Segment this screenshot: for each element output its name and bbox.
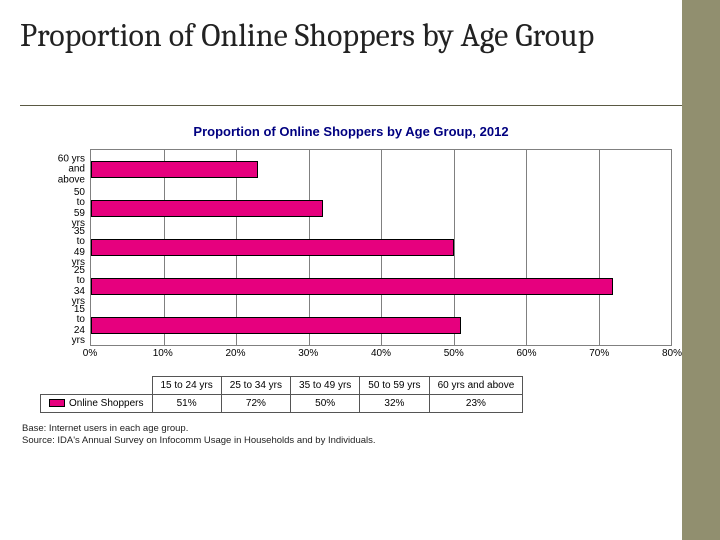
- legend-series-text: Online Shoppers: [69, 398, 144, 409]
- legend-table: 15 to 24 yrs 25 to 34 yrs 35 to 49 yrs 5…: [40, 376, 523, 413]
- footnote-source: Source: IDA's Annual Survey on Infocomm …: [22, 435, 682, 447]
- legend-col: 50 to 59 yrs: [360, 377, 429, 395]
- x-tick: 30%: [298, 348, 318, 359]
- legend-blank: [41, 377, 153, 395]
- bar-row: 50 to 59 yrs: [91, 189, 671, 228]
- y-label: 50 to 59 yrs: [72, 188, 91, 230]
- footnotes: Base: Internet users in each age group. …: [22, 423, 682, 447]
- legend-value-row: Online Shoppers 51% 72% 50% 32% 23%: [41, 395, 523, 413]
- slide: Proportion of Online Shoppers by Age Gro…: [0, 0, 720, 540]
- legend-col: 35 to 49 yrs: [291, 377, 360, 395]
- bar: [91, 317, 461, 334]
- bar-row: 35 to 49 yrs: [91, 228, 671, 267]
- legend-val: 23%: [429, 395, 523, 413]
- chart-title: Proportion of Online Shoppers by Age Gro…: [20, 124, 682, 139]
- x-tick: 70%: [589, 348, 609, 359]
- bar: [91, 239, 454, 256]
- y-label: 35 to 49 yrs: [72, 227, 91, 269]
- footnote-base: Base: Internet users in each age group.: [22, 423, 682, 435]
- page-title: Proportion of Online Shoppers by Age Gro…: [20, 18, 660, 55]
- bar: [91, 278, 613, 295]
- x-tick: 60%: [516, 348, 536, 359]
- x-tick: 10%: [153, 348, 173, 359]
- legend-series-label: Online Shoppers: [41, 395, 153, 413]
- plot: 60 yrs and above50 to 59 yrs35 to 49 yrs…: [90, 149, 672, 346]
- x-tick: 0%: [83, 348, 97, 359]
- x-axis: 0%10%20%30%40%50%60%70%80%: [90, 346, 672, 364]
- x-tick: 20%: [225, 348, 245, 359]
- y-label: 60 yrs and above: [58, 154, 91, 186]
- legend-col: 25 to 34 yrs: [221, 377, 290, 395]
- decor-band: [682, 0, 720, 540]
- bar: [91, 161, 258, 178]
- legend-swatch: [49, 399, 65, 407]
- y-label: 25 to 34 yrs: [72, 266, 91, 308]
- bar-row: 15 to 24 yrs: [91, 306, 671, 345]
- x-tick: 80%: [662, 348, 682, 359]
- bar-row: 25 to 34 yrs: [91, 267, 671, 306]
- y-label: 15 to 24 yrs: [72, 305, 91, 347]
- legend-header-row: 15 to 24 yrs 25 to 34 yrs 35 to 49 yrs 5…: [41, 377, 523, 395]
- legend-val: 32%: [360, 395, 429, 413]
- legend-val: 50%: [291, 395, 360, 413]
- bar-row: 60 yrs and above: [91, 150, 671, 189]
- legend-col: 60 yrs and above: [429, 377, 523, 395]
- plot-wrap: 60 yrs and above50 to 59 yrs35 to 49 yrs…: [90, 149, 672, 364]
- decor-rule: [20, 105, 682, 106]
- legend-val: 72%: [221, 395, 290, 413]
- chart-container: Proportion of Online Shoppers by Age Gro…: [20, 118, 682, 518]
- legend-val: 51%: [152, 395, 221, 413]
- x-tick: 50%: [444, 348, 464, 359]
- bar: [91, 200, 323, 217]
- legend-col: 15 to 24 yrs: [152, 377, 221, 395]
- x-tick: 40%: [371, 348, 391, 359]
